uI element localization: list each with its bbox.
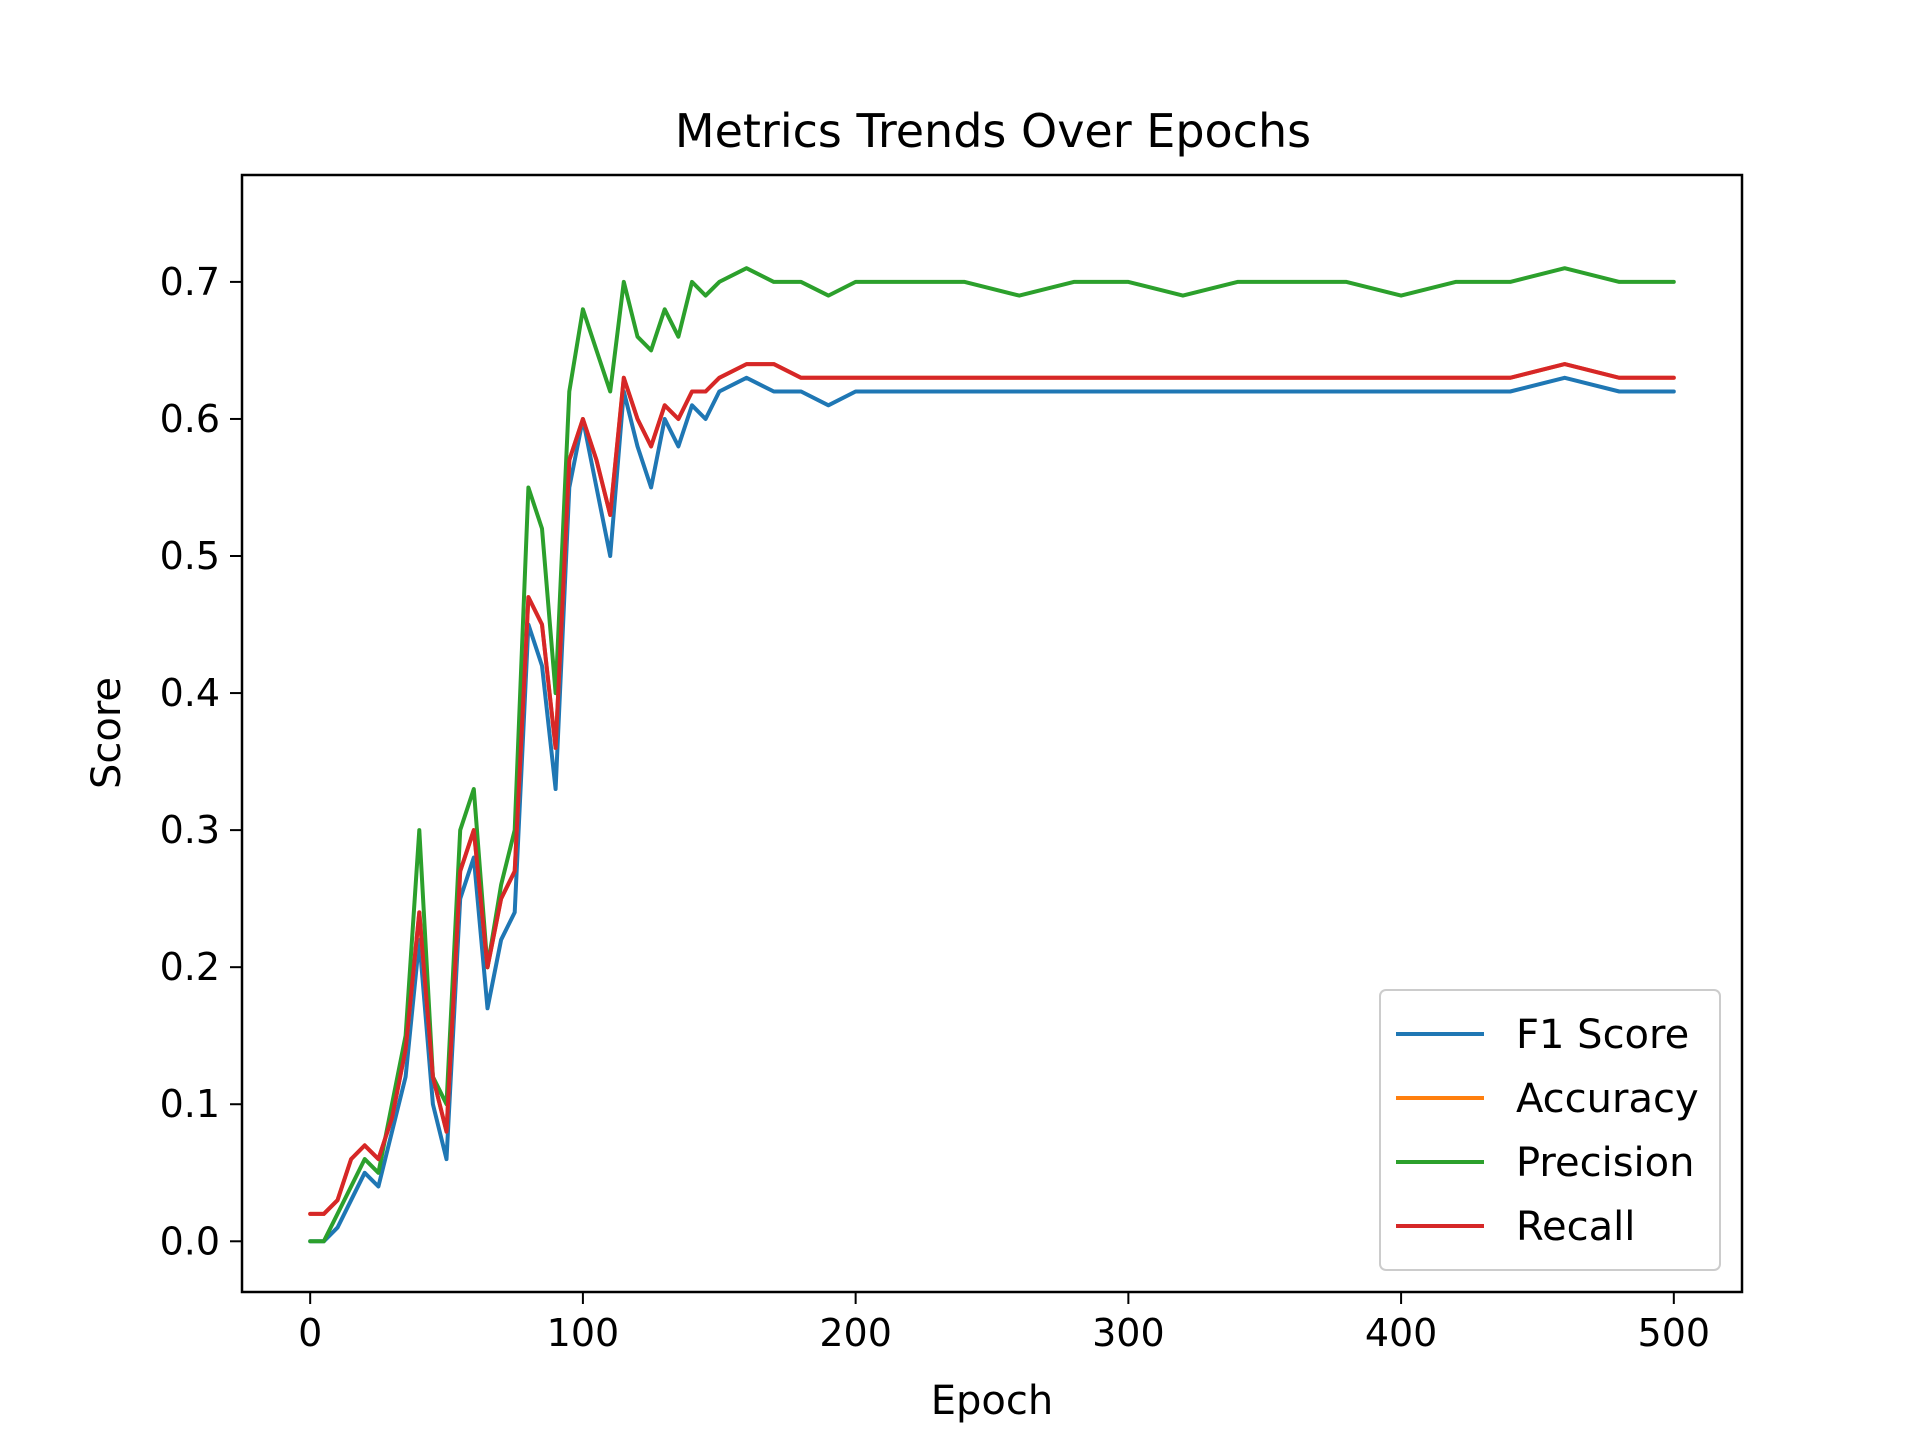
series-line-f1-score [308,375,1676,1244]
series-line-recall [308,362,1676,1216]
y-tick-label: 0.4 [160,671,220,715]
y-tick-label: 0.2 [160,945,220,989]
x-axis-ticks: 0 100 200 300 400 500 [298,1292,1710,1355]
x-tick-label: 0 [298,1311,322,1355]
chart-title: Metrics Trends Over Epochs [675,104,1311,158]
y-axis-ticks: 0.0 0.1 0.2 0.3 0.4 0.5 0.6 0.7 [160,260,242,1263]
y-tick-label: 0.0 [160,1219,220,1263]
y-axis-title: Score [84,677,130,789]
legend-label: Recall [1516,1204,1635,1250]
legend: F1 Score Accuracy Precision Recall [1379,989,1721,1271]
x-axis-title: Epoch [931,1378,1053,1424]
x-tick-label: 100 [547,1311,620,1355]
legend-label: F1 Score [1516,1012,1689,1058]
legend-label: Precision [1516,1140,1694,1186]
y-tick-label: 0.5 [160,534,220,578]
x-tick-label: 200 [819,1311,892,1355]
y-tick-label: 0.6 [160,397,220,441]
plot-lines [308,266,1676,1244]
legend-box [1379,989,1721,1271]
legend-label: Accuracy [1516,1076,1699,1122]
y-tick-label: 0.3 [160,808,220,852]
y-tick-label: 0.7 [160,260,220,304]
y-tick-label: 0.1 [160,1082,220,1126]
x-tick-label: 300 [1092,1311,1165,1355]
plot-frame [240,173,1744,1294]
series-line-precision [308,266,1676,1244]
x-tick-label: 500 [1638,1311,1711,1355]
x-tick-label: 400 [1365,1311,1438,1355]
